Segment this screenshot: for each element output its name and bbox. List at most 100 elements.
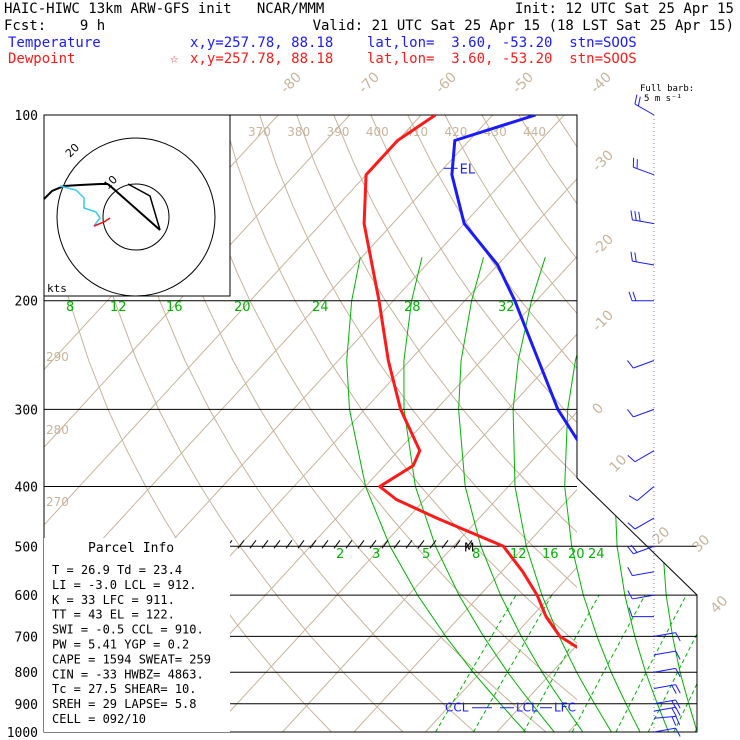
hodograph-ring-outer [56, 137, 216, 297]
ccl-label: CCL [445, 701, 469, 715]
parcel-info-row: T = 26.9 Td = 23.4 [52, 563, 182, 577]
dry-adiabat-line [333, 115, 577, 479]
isotherm-label: -80 [278, 69, 305, 96]
isotherm-label: -60 [433, 69, 460, 96]
wind-barb-staff [632, 260, 655, 266]
wind-barb-flag [675, 699, 681, 709]
wind-barb-flag [637, 96, 641, 107]
parcel-info-row: SWI = -0.5 CCL = 910. [52, 623, 204, 637]
mixing-label: 20 [568, 547, 585, 562]
parcel-info-row: TT = 43 EL = 122. [52, 608, 175, 622]
header-line2-right: Valid: 21 UTC Sat 25 Apr 15 (18 LST Sat … [312, 18, 734, 34]
isotherm-line [44, 115, 494, 604]
wind-barb-flag [627, 590, 633, 600]
wind-barb-staff [634, 103, 655, 116]
wind-barb-staff [632, 594, 655, 600]
wind-barb-flag [630, 251, 633, 262]
hatch-mark [249, 539, 257, 549]
pressure-tick-label: 500 [15, 540, 38, 555]
theta-label: 390 [327, 125, 350, 139]
mixing-label: 2 [336, 547, 344, 562]
isotherm-label: -70 [356, 69, 383, 96]
wind-barb-staff [634, 450, 655, 463]
header-line2-left: Fcst: 9 h [4, 18, 106, 34]
dry-adiabat-line [555, 115, 577, 148]
hodograph-trace-surface [93, 217, 111, 227]
isotherm-label: 30 [690, 532, 714, 556]
isotherm-label: 40 [708, 593, 732, 617]
pressure-tick-label: 1000 [7, 726, 38, 740]
el-label: EL [460, 162, 476, 177]
lcl-label: LCL [516, 701, 538, 715]
theta-label: 420 [445, 125, 468, 139]
parcel-info-row: CAPE = 1594 SWEAT= 259 [52, 652, 211, 666]
pressure-tick-label: 400 [15, 480, 38, 495]
theta-label: 370 [248, 125, 271, 139]
wind-barb-flag [675, 716, 681, 726]
hatch-mark [333, 539, 341, 549]
hodograph-box [43, 114, 231, 297]
parcel-info-row: CIN = -33 HWBZ= 4863. [52, 667, 204, 681]
wind-barb-staff [636, 486, 655, 501]
pressure-tick-label: 200 [15, 295, 38, 310]
wind-barb-staff [653, 650, 676, 656]
mixing-label: 32 [498, 300, 515, 315]
wind-barb-flag [675, 727, 681, 737]
moist-adiabat-line [662, 256, 697, 732]
temperature-legend-label: Temperature [8, 35, 101, 51]
mixing-label: 8 [472, 547, 480, 562]
wind-barb-flag [675, 684, 681, 694]
isotherm-line [425, 566, 577, 732]
mixing-ratio-line [523, 594, 600, 732]
wind-barb-flag [627, 546, 634, 555]
wind-barb-flag [634, 94, 638, 105]
hatch-mark [393, 539, 401, 549]
mixing-label: 16 [542, 547, 559, 562]
wind-barb-flag [627, 567, 633, 576]
parcel-info-box [44, 538, 230, 732]
wind-barb-flag [671, 716, 677, 726]
hatch-mark [429, 539, 437, 549]
mixing-label: 3 [372, 547, 380, 562]
dewpoint-legend-label: Dewpoint [8, 51, 76, 67]
parcel-info-row: SREH = 29 LAPSE= 5.8 [52, 697, 197, 711]
mixing-label: 28 [404, 300, 421, 315]
hodograph-trace-mid [127, 183, 161, 231]
header-line1-right: Init: 12 UTC Sat 25 Apr 15 [514, 1, 734, 17]
wind-barb-flag [675, 707, 681, 716]
dry-adiabat-line [222, 115, 577, 644]
pressure-tick-label: 300 [15, 403, 38, 418]
parcel-info-row: Tc = 27.5 SHEAR= 10. [52, 682, 197, 696]
isotherm-label: -20 [590, 231, 617, 258]
wind-barb-flag [628, 291, 633, 301]
dry-adiabat-line [370, 115, 577, 424]
wind-barb-staff [633, 166, 655, 176]
pressure-tick-label: 900 [15, 698, 38, 713]
isotherm-label: 10 [607, 452, 631, 476]
wind-barb-flag [628, 607, 633, 617]
hatch-mark [321, 539, 329, 549]
mixing-label: 12 [110, 300, 127, 315]
wind-barb-flag [638, 211, 641, 222]
dry-adiabat-line [593, 115, 740, 732]
header-line1-left: HAIC-HIWC 13km ARW-GFS init NCAR/MMM [4, 1, 325, 17]
wind-barb-flag [675, 650, 681, 660]
temperature-legend-info: x,y=257.78, 88.18 lat,lon= 3.60, -53.20 … [190, 35, 637, 51]
wind-barb-flag [675, 668, 681, 677]
mixing-ratio-line [435, 594, 517, 732]
dry-adiabat-line [630, 115, 740, 732]
dry-adiabat-line [185, 115, 577, 701]
wind-barb-flag [630, 210, 633, 220]
barb-legend-unit: 5 m s⁻¹ [644, 94, 682, 104]
mixing-ratio-line [571, 594, 646, 732]
temperature-profile-line [450, 115, 577, 443]
dry-adiabat-line [296, 115, 577, 533]
wind-barb-flag [628, 495, 638, 502]
moist-adiabat-line [346, 257, 526, 732]
hatch-mark [261, 539, 269, 549]
parcel-info-row: PW = 5.41 YGP = 0.2 [52, 638, 189, 652]
dry-adiabat-line [481, 115, 577, 260]
theta-label: 290 [46, 350, 69, 364]
hatch-mark [405, 539, 413, 549]
theta-label: 380 [287, 125, 310, 139]
